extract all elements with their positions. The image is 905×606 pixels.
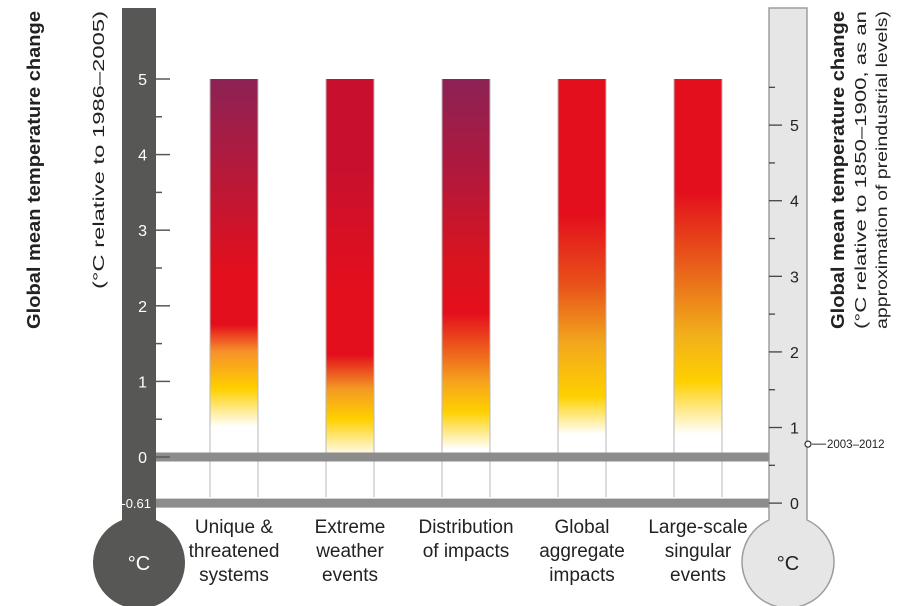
category-label: Large-scale: [648, 517, 747, 538]
bar-2: [326, 79, 374, 497]
category-label: Distribution: [418, 517, 513, 538]
bar-1: [210, 79, 258, 497]
right-tick-label: 2: [790, 345, 799, 362]
category-label: threatened: [189, 541, 280, 562]
annotation-marker: [804, 440, 812, 448]
left-tick-label-offset: -0.61: [121, 496, 151, 511]
category-label: Global: [555, 517, 610, 538]
right-tick-label: 0: [790, 496, 799, 513]
right-tick-label: 5: [790, 118, 799, 135]
right-tick-label: 4: [790, 194, 799, 211]
left-tick-label: 0: [138, 450, 147, 467]
category-label: impacts: [549, 565, 614, 586]
bar-5: [674, 79, 722, 497]
category-labels: Unique & threatened systems Extreme weather e…: [189, 517, 748, 586]
right-axis-title: Global mean temperature change: [828, 11, 848, 329]
right-axis-subtitle-line2: approximation of preindustrial levels): [874, 11, 891, 329]
category-label: events: [670, 565, 726, 586]
category-label: of impacts: [423, 541, 510, 562]
category-label: aggregate: [539, 541, 625, 562]
left-axis-title: Global mean temperature change: [24, 11, 44, 329]
left-thermometer-unit: °C: [128, 553, 150, 575]
right-tick-label: 3: [790, 269, 799, 286]
right-axis-subtitle-line1: (°C relative to 1850–1900, as an: [853, 11, 870, 329]
left-axis-ticks: 0 1 2 3 4 5 -0.61: [121, 72, 170, 511]
left-tick-label: 4: [138, 148, 147, 165]
left-tick-label: 1: [138, 374, 147, 391]
bar-4: [558, 79, 606, 497]
category-label: systems: [199, 565, 269, 586]
annotation-2003-2012: 2003–2012: [804, 439, 885, 451]
right-tick-label: 1: [790, 421, 799, 438]
reference-lines: [156, 452, 769, 508]
category-label: events: [322, 565, 378, 586]
left-tick-label: 3: [138, 223, 147, 240]
right-axis-title-group: Global mean temperature change (°C relat…: [828, 11, 891, 329]
category-label: Unique &: [195, 517, 273, 538]
bar-3: [442, 79, 490, 497]
right-axis-ticks: 0 1 2 3 4 5: [769, 86, 799, 513]
reference-line-2: [156, 498, 769, 508]
annotation-label: 2003–2012: [827, 439, 885, 451]
right-thermometer-unit: °C: [777, 553, 799, 575]
left-tick-label: 5: [138, 72, 147, 89]
reference-line-1: [156, 452, 769, 462]
bars-layer: [209, 79, 723, 497]
right-thermometer: °C: [741, 7, 835, 606]
left-axis-title-group: Global mean temperature change (°C relat…: [24, 11, 108, 329]
category-label: singular: [665, 541, 732, 562]
category-label: Extreme: [315, 517, 386, 538]
left-tick-label: 2: [138, 299, 147, 316]
left-axis-subtitle: (°C relative to 1986–2005): [91, 11, 108, 289]
category-label: weather: [315, 541, 384, 562]
left-thermometer: °C: [93, 8, 185, 606]
